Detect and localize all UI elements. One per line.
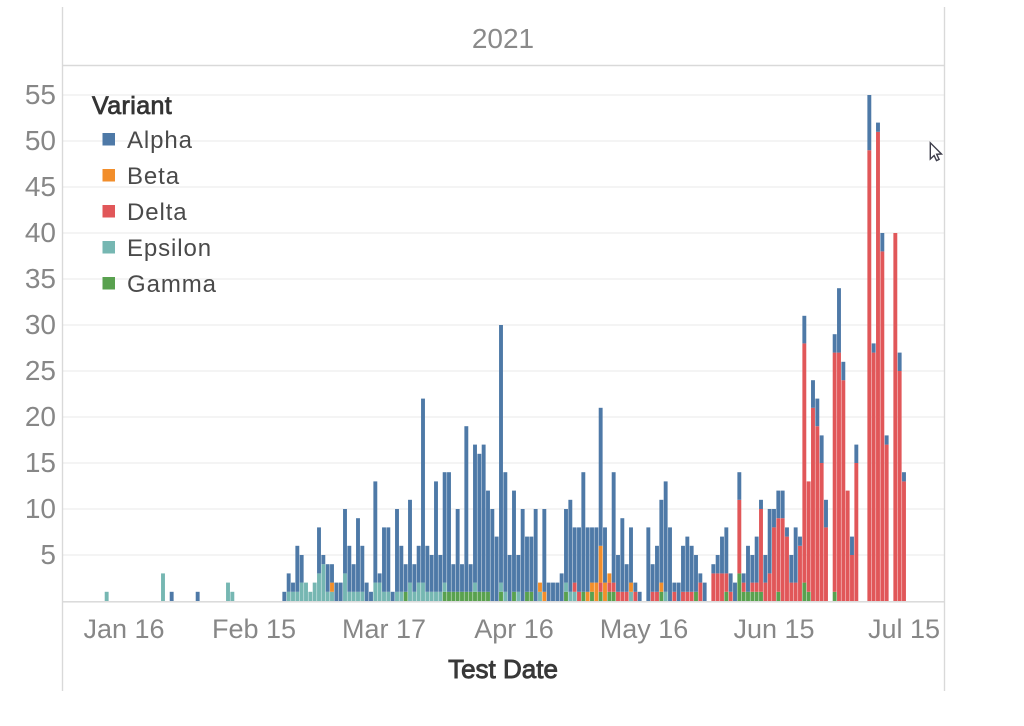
svg-text:25: 25	[25, 355, 56, 386]
svg-text:Jun 15: Jun 15	[733, 614, 814, 644]
svg-text:Variant: Variant	[92, 92, 172, 120]
svg-text:15: 15	[25, 447, 56, 478]
svg-text:Delta: Delta	[127, 199, 188, 226]
svg-text:Alpha: Alpha	[127, 127, 193, 154]
svg-text:Test Date: Test Date	[448, 654, 558, 684]
svg-text:Beta: Beta	[127, 163, 180, 190]
svg-text:2021: 2021	[472, 23, 534, 54]
svg-text:40: 40	[25, 217, 56, 248]
svg-text:10: 10	[25, 493, 56, 524]
svg-text:35: 35	[25, 263, 56, 294]
svg-text:Apr 16: Apr 16	[474, 614, 554, 644]
svg-text:5: 5	[40, 539, 56, 570]
svg-text:30: 30	[25, 309, 56, 340]
svg-text:Jul 15: Jul 15	[868, 614, 940, 644]
svg-text:55: 55	[25, 79, 56, 110]
svg-text:45: 45	[25, 171, 56, 202]
svg-text:Epsilon: Epsilon	[127, 235, 212, 262]
svg-text:20: 20	[25, 401, 56, 432]
svg-text:Mar 17: Mar 17	[342, 614, 426, 644]
svg-text:Jan 16: Jan 16	[83, 614, 164, 644]
svg-text:May 16: May 16	[600, 614, 689, 644]
svg-text:50: 50	[25, 125, 56, 156]
svg-text:Feb 15: Feb 15	[212, 614, 296, 644]
svg-text:Gamma: Gamma	[127, 271, 217, 298]
